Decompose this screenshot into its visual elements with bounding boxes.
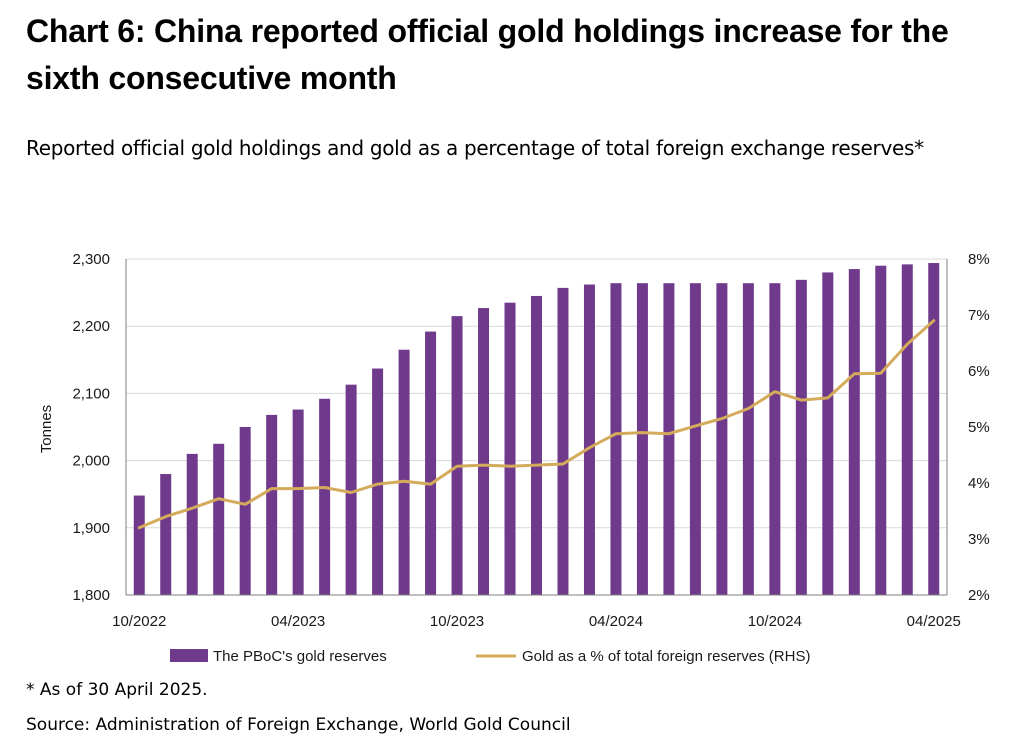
bar-04/2024 [610, 283, 622, 595]
x-tick-label: 10/2022 [112, 613, 166, 630]
source-note: Source: Administration of Foreign Exchan… [26, 715, 571, 735]
bar-03/2025 [901, 264, 913, 595]
bar-04/2023 [292, 409, 304, 595]
bar-10/2024 [769, 283, 781, 595]
x-axis-tick-labels: 10/2022 04/2023 10/2023 04/2024 10/2024 04/20… [112, 613, 961, 630]
bar-02/2023 [239, 427, 251, 595]
bar-09/2023 [425, 331, 437, 595]
bar-04/2025 [928, 263, 940, 595]
x-tick-label: 10/2023 [430, 613, 484, 630]
bar-11/2022 [160, 474, 172, 595]
footnote: * As of 30 April 2025. [26, 680, 208, 700]
bar-11/2024 [795, 279, 807, 595]
bar-10/2022 [133, 495, 145, 595]
legend-swatch-bar [170, 649, 208, 662]
bar-series-pboc-gold-reserves [133, 263, 940, 595]
bar-07/2024 [689, 283, 701, 595]
y2-tick-label: 4% [968, 475, 990, 492]
axes [125, 259, 948, 596]
legend: The PBoC's gold reserves Gold as a % of … [170, 648, 810, 665]
bar-01/2024 [531, 295, 542, 595]
bar-03/2024 [583, 284, 595, 595]
bar-05/2023 [319, 398, 331, 595]
bar-11/2023 [478, 308, 490, 595]
bar-02/2025 [875, 265, 887, 595]
y-axis-label: Tonnes [38, 405, 55, 453]
bar-12/2024 [822, 272, 834, 595]
y2-tick-label: 5% [968, 419, 990, 436]
legend-label-line: Gold as a % of total foreign reserves (R… [522, 648, 810, 665]
y-tick-label: 2,200 [72, 318, 110, 335]
x-tick-label: 04/2024 [589, 613, 643, 630]
y2-tick-label: 6% [968, 363, 990, 380]
bar-08/2023 [398, 349, 410, 595]
bar-03/2023 [266, 414, 278, 595]
x-tick-label: 04/2023 [271, 613, 325, 630]
bar-06/2024 [663, 283, 675, 595]
y2-tick-label: 7% [968, 307, 990, 324]
bar-09/2024 [742, 283, 754, 595]
y-tick-label: 2,100 [72, 385, 110, 402]
chart-title: Chart 6: China reported official gold ho… [26, 13, 949, 96]
bar-06/2023 [345, 384, 357, 595]
y-tick-label: 2,000 [72, 453, 110, 470]
bar-05/2024 [636, 283, 648, 595]
y-tick-label: 2,300 [72, 251, 110, 268]
chart-subtitle: Reported official gold holdings and gold… [26, 136, 924, 160]
bar-08/2024 [716, 283, 728, 595]
left-axis-tick-labels: 1,800 1,900 2,000 2,100 2,200 2,300 [72, 251, 110, 604]
y2-tick-label: 2% [968, 587, 990, 604]
bar-02/2024 [557, 287, 569, 595]
y-tick-label: 1,800 [72, 587, 110, 604]
line-series-gold-pct-reserves [137, 319, 936, 530]
bar-01/2025 [848, 269, 860, 595]
chart-area: 1,800 1,900 2,000 2,100 2,200 2,300 2% 3% 4% 5% 6… [38, 251, 990, 665]
bar-12/2023 [504, 302, 516, 595]
right-axis-tick-labels: 2% 3% 4% 5% 6% 7% 8% [968, 251, 990, 604]
y2-tick-label: 3% [968, 531, 990, 548]
legend-label-bar: The PBoC's gold reserves [213, 648, 387, 665]
x-tick-label: 04/2025 [907, 613, 961, 630]
y2-tick-label: 8% [968, 251, 990, 268]
bar-10/2023 [451, 316, 463, 595]
y-tick-label: 1,900 [72, 520, 110, 537]
x-tick-label: 10/2024 [748, 613, 802, 630]
bar-12/2022 [186, 453, 198, 595]
bar-07/2023 [372, 368, 384, 595]
bar-01/2023 [213, 443, 225, 595]
